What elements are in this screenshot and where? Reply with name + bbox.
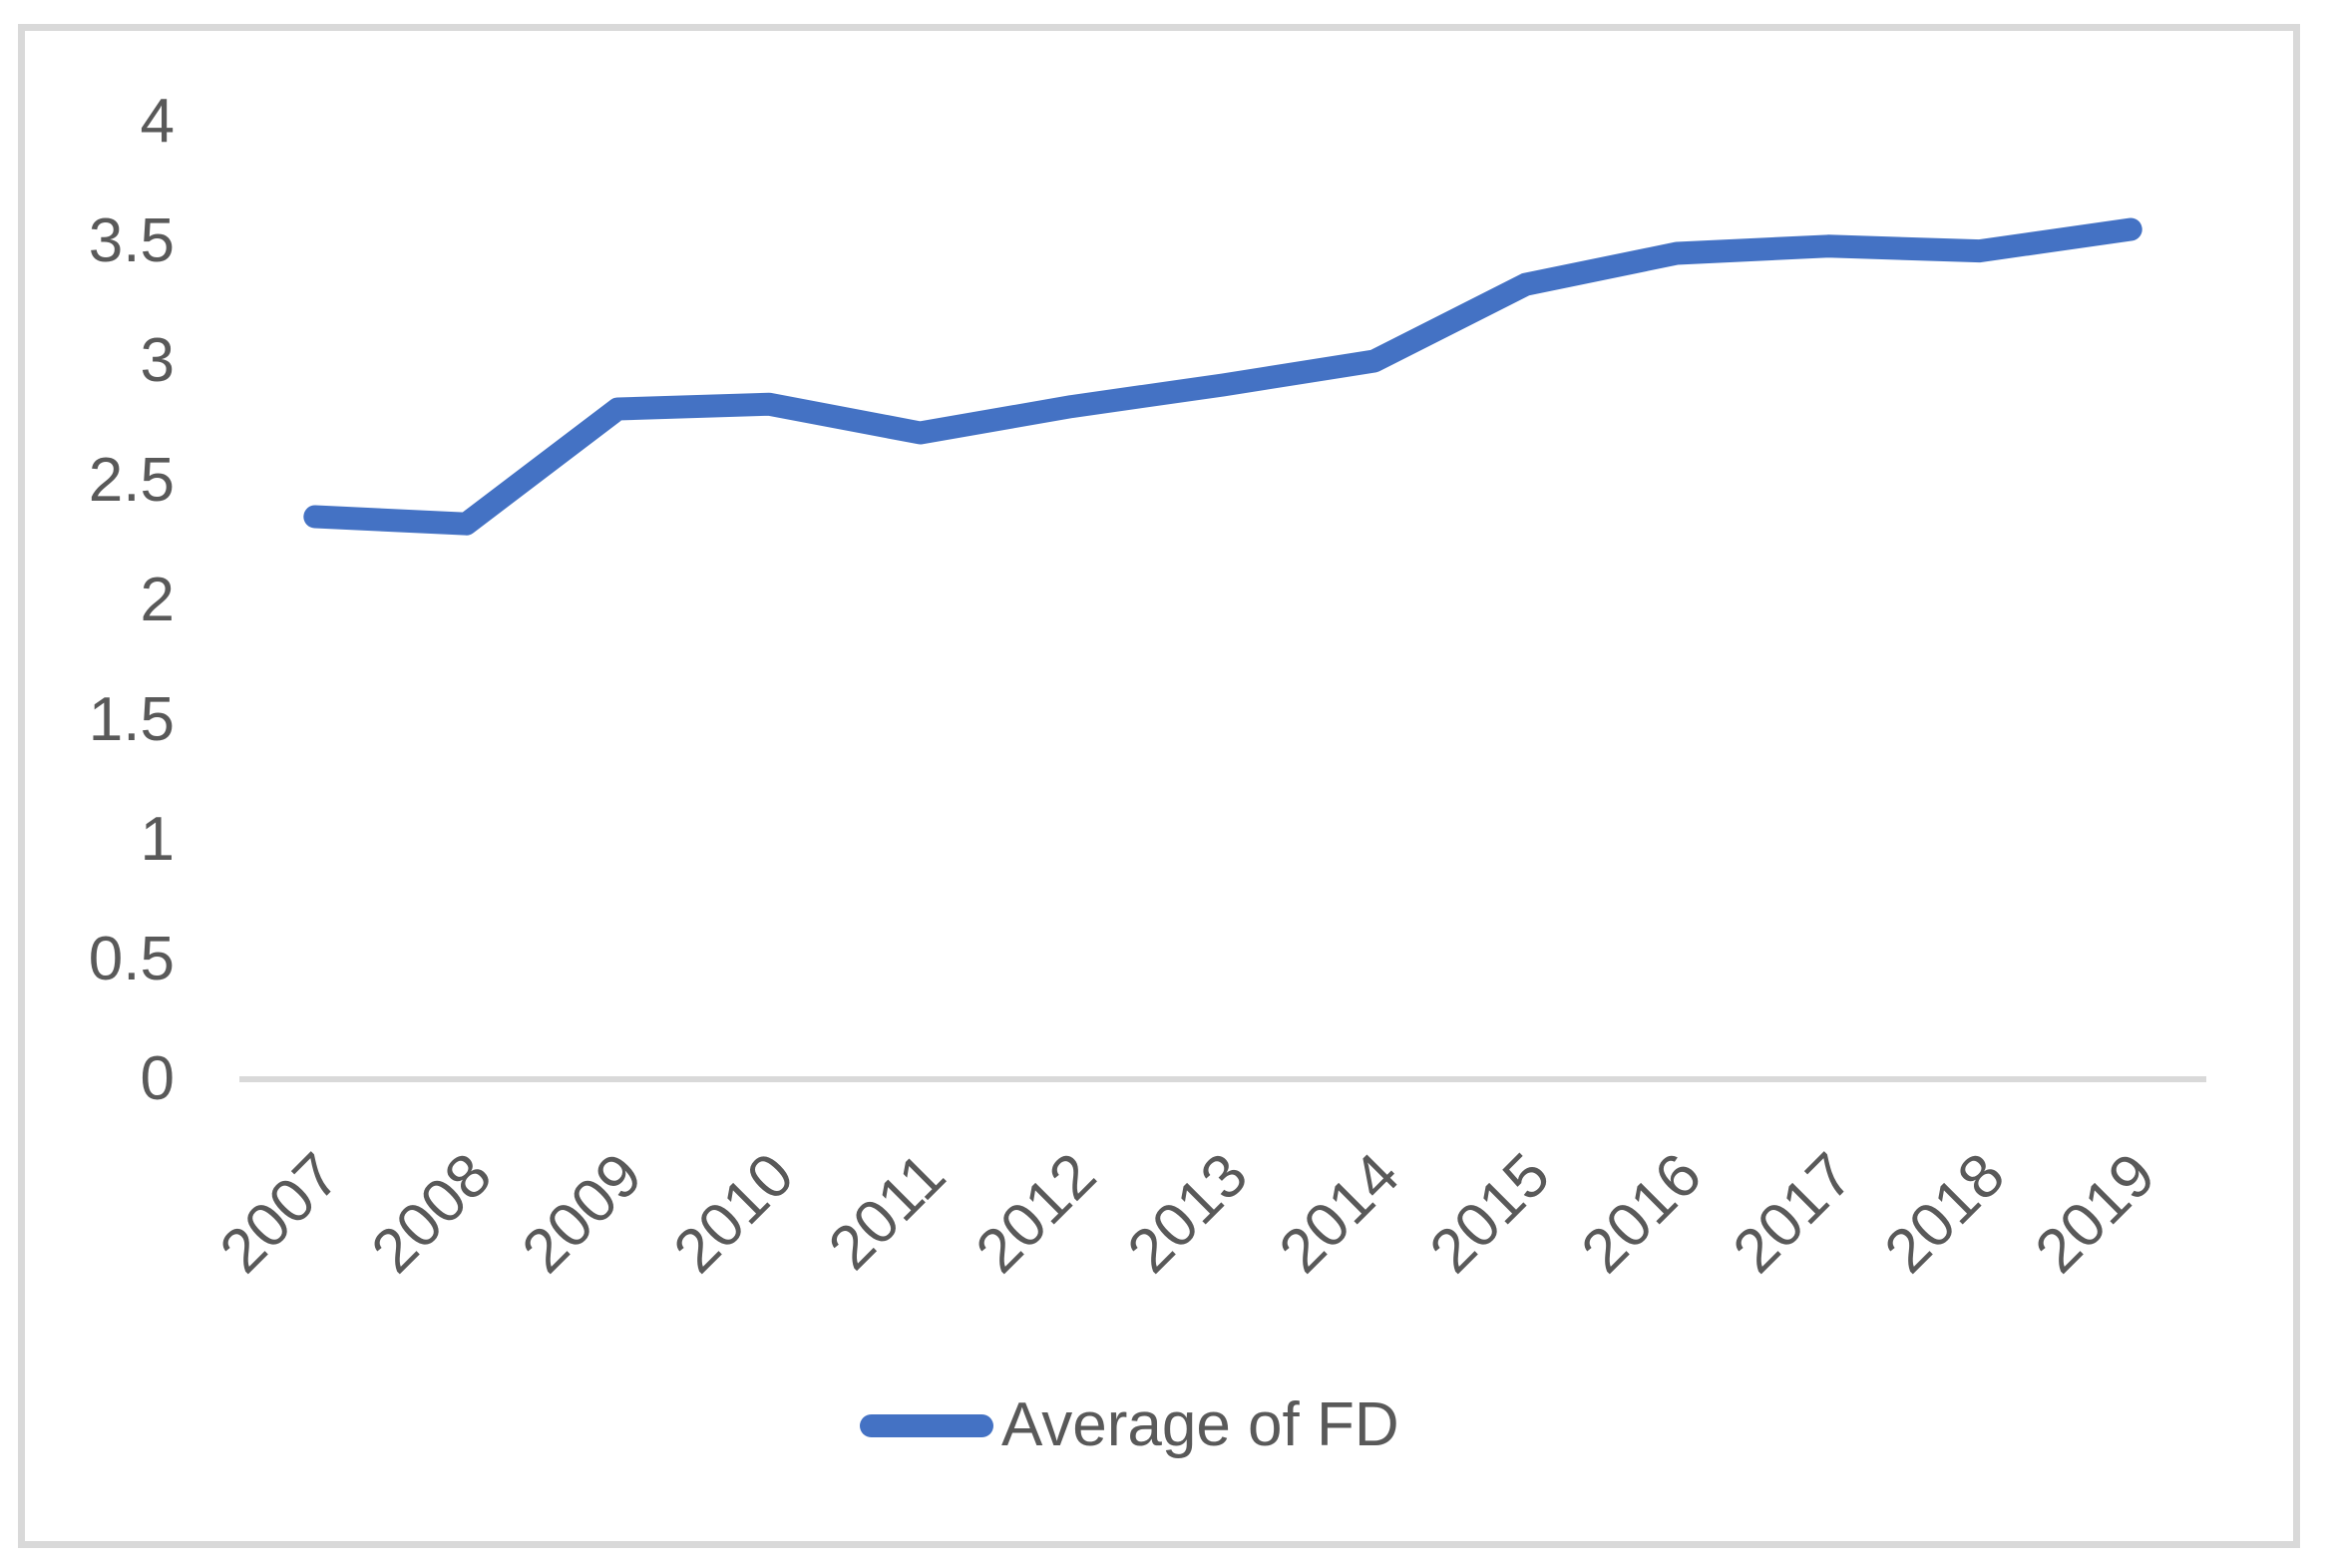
y-axis-tick-label: 1.5 — [88, 685, 175, 754]
y-axis-tick-label: 3 — [140, 326, 175, 395]
y-axis-tick-label: 2 — [140, 566, 175, 634]
y-axis-tick-label: 2.5 — [88, 446, 175, 515]
legend: Average of FD — [860, 1394, 1399, 1456]
fd-series-line — [303, 217, 2142, 536]
legend-series-label: Average of FD — [1001, 1390, 1399, 1459]
y-axis-tick-label: 0 — [140, 1044, 175, 1113]
y-axis-tick-label: 4 — [140, 87, 175, 156]
y-axis-tick-label: 0.5 — [88, 925, 175, 993]
chart-area-border — [18, 24, 2300, 1548]
y-axis-tick-label: 1 — [140, 805, 175, 874]
y-axis-tick-label: 3.5 — [88, 206, 175, 275]
legend-line-swatch — [860, 1413, 993, 1437]
